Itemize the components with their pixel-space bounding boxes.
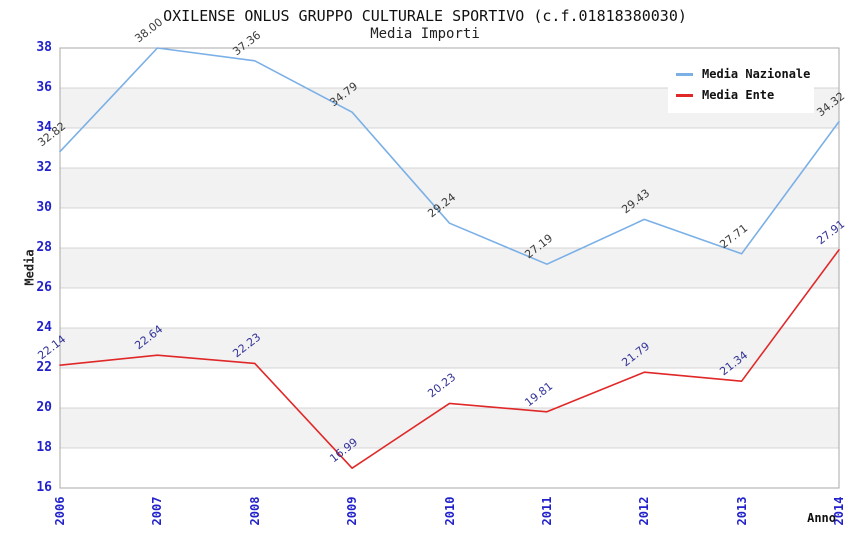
plot-frame bbox=[59, 47, 840, 489]
y-tick-label: 34 bbox=[36, 120, 52, 135]
y-tick-label: 22 bbox=[36, 360, 52, 375]
x-tick-label: 2010 bbox=[442, 496, 457, 526]
y-tick-label: 20 bbox=[36, 400, 52, 415]
y-axis-title: Media bbox=[22, 249, 37, 286]
y-tick-label: 32 bbox=[36, 160, 52, 175]
legend-label: Media Nazionale bbox=[702, 67, 811, 81]
y-tick-label: 30 bbox=[36, 200, 52, 215]
y-tick-label: 28 bbox=[36, 240, 52, 255]
legend-label: Media Ente bbox=[702, 88, 775, 102]
grid-band bbox=[60, 408, 839, 448]
chart-title: OXILENSE ONLUS GRUPPO CULTURALE SPORTIVO… bbox=[163, 7, 687, 25]
y-tick-label: 24 bbox=[36, 320, 52, 335]
x-axis-title: Anno bbox=[807, 511, 836, 525]
legend-swatch-media-ente bbox=[676, 93, 693, 97]
series-line-1 bbox=[59, 249, 840, 470]
y-tick-label: 18 bbox=[36, 440, 52, 455]
series-line-0 bbox=[59, 47, 840, 266]
grid-band bbox=[60, 168, 839, 208]
y-tick-label: 26 bbox=[36, 280, 52, 295]
chart-subtitle: Media Importi bbox=[370, 26, 480, 42]
x-tick-label: 2006 bbox=[53, 496, 67, 526]
x-tick-label: 2007 bbox=[150, 496, 165, 526]
legend-item-media-ente: Media Ente bbox=[676, 86, 808, 104]
legend-item-media-nazionale: Media Nazionale bbox=[676, 65, 811, 83]
grid-band bbox=[60, 328, 839, 368]
x-tick-label: 2013 bbox=[734, 496, 749, 526]
legend: Media Nazionale Media Ente bbox=[668, 56, 814, 113]
x-tick-label: 2008 bbox=[247, 496, 262, 526]
x-tick-label: 2011 bbox=[539, 496, 554, 526]
legend-swatch-media-nazionale bbox=[676, 72, 693, 76]
grid-band bbox=[60, 248, 839, 288]
y-tick-label: 16 bbox=[36, 480, 52, 495]
x-tick-label: 2009 bbox=[345, 496, 360, 526]
y-tick-label: 38 bbox=[36, 40, 52, 55]
x-tick-label: 2012 bbox=[637, 496, 652, 526]
y-tick-label: 36 bbox=[36, 80, 52, 95]
